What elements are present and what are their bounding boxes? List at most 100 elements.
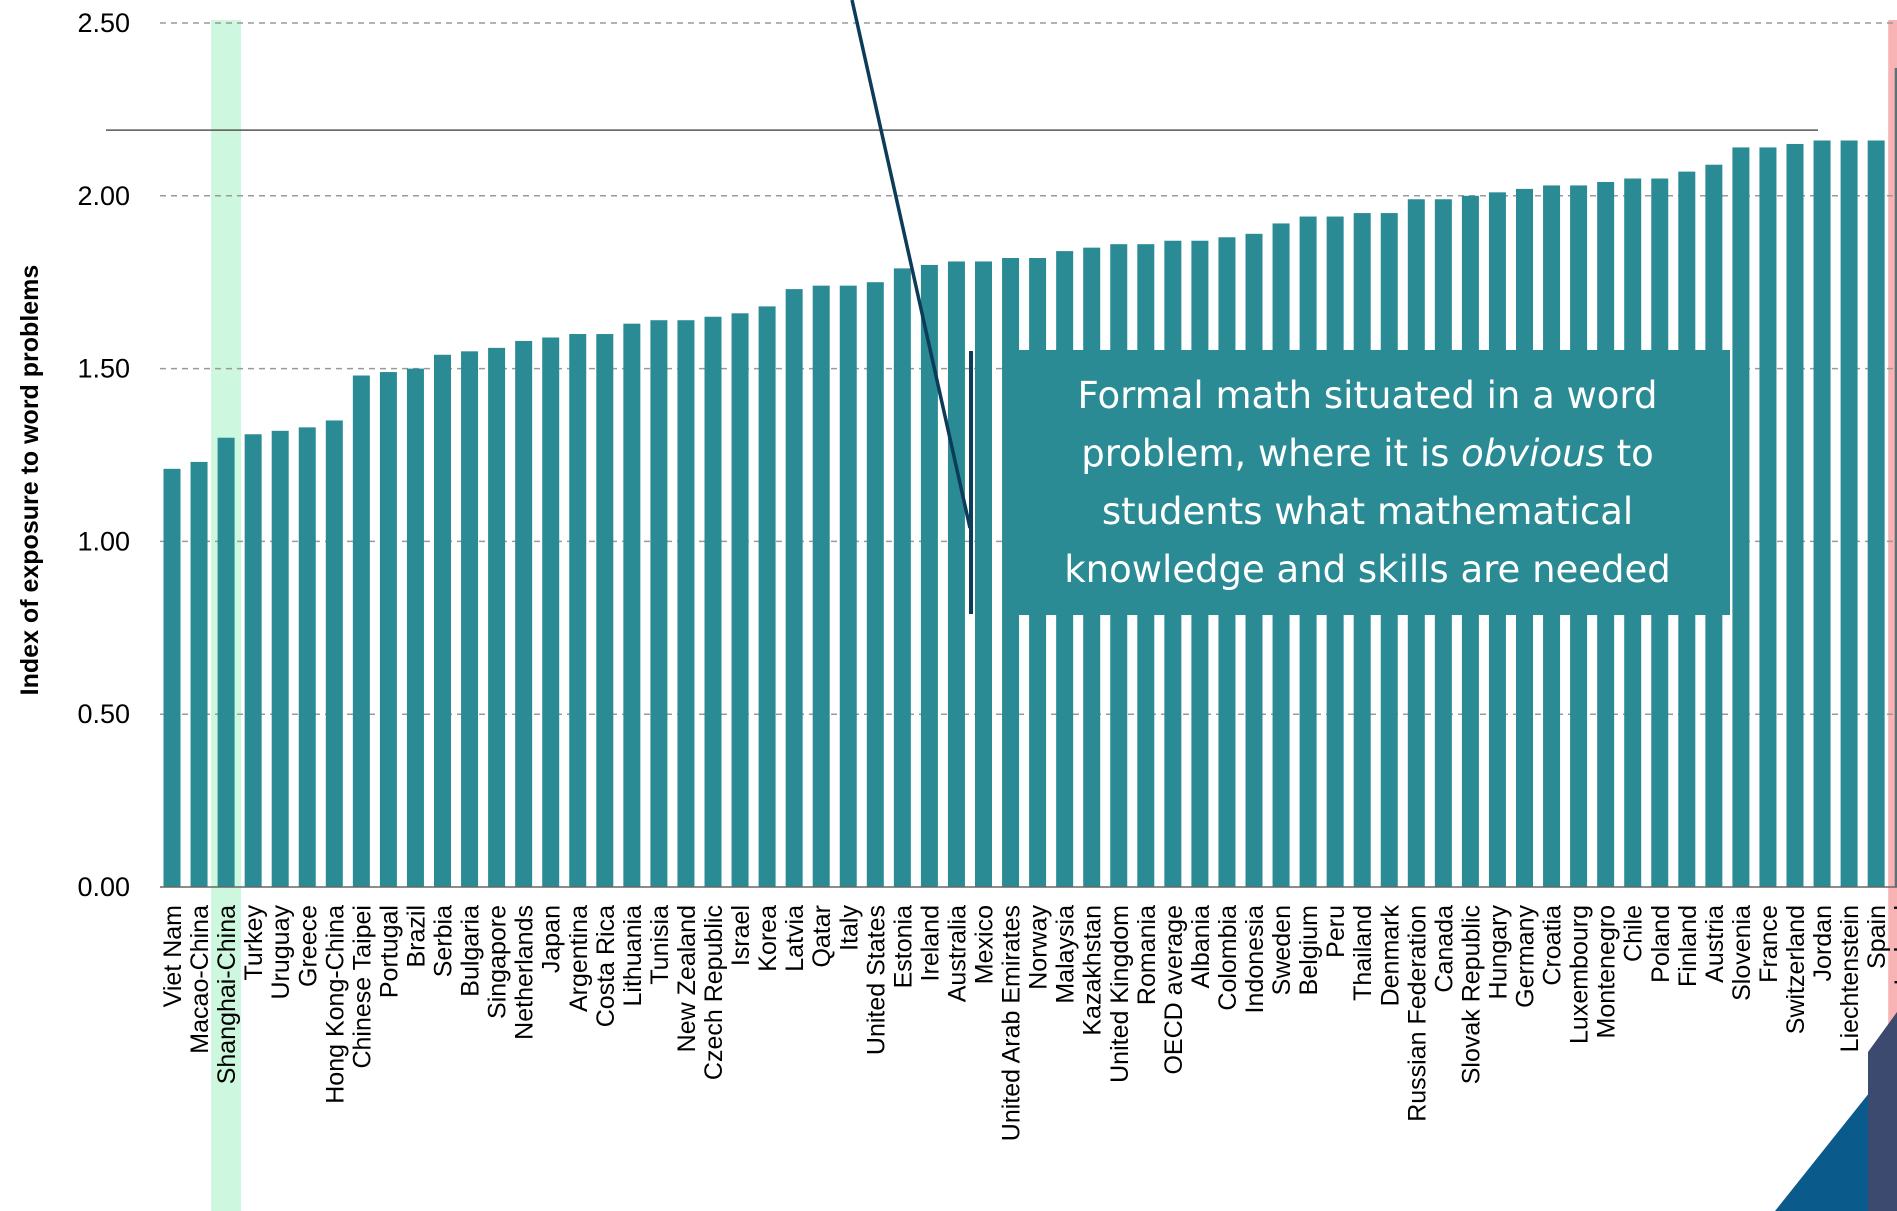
- y-tick-label: 2.00: [77, 181, 130, 211]
- category-label: Switzerland: [1782, 905, 1810, 1034]
- category-label: France: [1755, 905, 1783, 983]
- bar: [812, 285, 830, 887]
- category-label: United States: [862, 905, 890, 1055]
- category-label: Israel: [727, 905, 755, 966]
- category-label: Peru: [1322, 905, 1350, 958]
- category-label: Korea: [754, 905, 782, 972]
- callout-emphasis: obvious: [1461, 431, 1605, 475]
- callout-line-4: knowledge and skills are needed: [1064, 547, 1671, 591]
- category-label: Qatar: [808, 905, 836, 968]
- bar: [596, 334, 614, 887]
- category-label: Slovenia: [1728, 905, 1756, 1001]
- category-label: Russian Federation: [1403, 905, 1431, 1122]
- category-label: Viet Nam: [159, 905, 187, 1007]
- bar: [488, 347, 506, 887]
- bar: [758, 306, 776, 888]
- bar: [623, 323, 641, 887]
- category-label: Hungary: [1484, 905, 1512, 1000]
- bar: [1894, 67, 1897, 888]
- category-label: Denmark: [1376, 905, 1404, 1007]
- bar: [244, 434, 262, 887]
- bar: [893, 268, 911, 888]
- category-label: Romania: [1133, 905, 1161, 1005]
- category-label: Norway: [1025, 905, 1053, 990]
- category-label: Croatia: [1539, 905, 1567, 986]
- category-label: Jordan: [1809, 905, 1837, 981]
- category-label: Macao-China: [186, 905, 214, 1054]
- bar: [406, 368, 424, 888]
- category-label: Czech Republic: [700, 905, 728, 1080]
- category-label: Japan: [538, 905, 566, 973]
- category-label: Lithuania: [619, 905, 647, 1007]
- category-label: Spain: [1863, 905, 1891, 969]
- category-label: United Arab Emirates: [998, 905, 1026, 1141]
- category-label: Colombia: [1214, 905, 1242, 1011]
- y-tick-label: 1.50: [77, 354, 130, 384]
- category-label: Liechtenstein: [1836, 905, 1864, 1052]
- category-label: Malaysia: [1052, 905, 1080, 1004]
- bar: [731, 313, 749, 888]
- bar: [163, 468, 181, 887]
- category-label: New Zealand: [673, 905, 701, 1052]
- y-tick-label: 1.00: [77, 526, 130, 556]
- bar: [461, 351, 479, 887]
- category-label: Singapore: [484, 905, 512, 1019]
- bar: [785, 289, 803, 887]
- category-label: Turkey: [240, 905, 268, 981]
- callout-line-2-end: to: [1604, 431, 1654, 475]
- category-label: Estonia: [889, 905, 917, 988]
- category-label: Chinese Taipei: [348, 905, 376, 1069]
- corner-decoration: [1775, 1058, 1897, 1211]
- callout-line-1: Formal math situated in a word: [1077, 373, 1658, 417]
- category-label: Tunisia: [646, 905, 674, 985]
- category-label: Austria: [1701, 905, 1729, 983]
- category-label: Portugal: [375, 905, 403, 998]
- y-tick-label: 0.00: [77, 872, 130, 902]
- category-label: Serbia: [430, 905, 458, 977]
- y-tick-label: 0.50: [77, 699, 130, 729]
- bar: [866, 282, 884, 887]
- category-label: Luxembourg: [1566, 905, 1594, 1044]
- bar: [1867, 140, 1885, 887]
- category-label: Argentina: [565, 905, 593, 1012]
- bar: [434, 354, 451, 887]
- category-label: Sweden: [1268, 905, 1296, 995]
- category-label: Slovak Republic: [1457, 905, 1485, 1084]
- bar: [1786, 143, 1804, 887]
- bar: [839, 285, 857, 887]
- highlight-column-iceland: [1888, 20, 1897, 1211]
- annotation-pointer-line: [850, 0, 972, 529]
- bar: [975, 261, 992, 887]
- category-label: Uruguay: [267, 905, 295, 1000]
- category-label: OECD average: [1160, 905, 1188, 1075]
- category-label: Costa Rica: [592, 905, 620, 1027]
- category-label: United Kingdom: [1106, 905, 1134, 1083]
- y-tick-label: 2.50: [77, 8, 130, 38]
- category-label: Germany: [1512, 905, 1540, 1008]
- category-label: Bulgaria: [457, 905, 485, 997]
- y-axis-label: Index of exposure to word problems: [16, 265, 44, 696]
- bar: [1840, 140, 1858, 887]
- bar: [947, 261, 965, 887]
- category-label: Netherlands: [511, 905, 539, 1040]
- bar: [325, 420, 343, 887]
- category-label: Mexico: [971, 905, 999, 984]
- category-label: Kazakhstan: [1079, 905, 1107, 1036]
- category-label: Greece: [294, 905, 322, 987]
- bar: [379, 372, 397, 887]
- bar: [650, 320, 668, 887]
- bar: [515, 340, 533, 887]
- category-label: Chile: [1620, 905, 1648, 962]
- category-label: Brazil: [402, 905, 430, 968]
- corner-decoration-dark: [1868, 1012, 1897, 1211]
- bar: [569, 334, 587, 887]
- category-label: Indonesia: [1241, 905, 1269, 1014]
- bar: [920, 264, 938, 887]
- bar: [677, 320, 695, 887]
- category-label: Hong Kong-China: [321, 905, 349, 1104]
- category-label: Latvia: [781, 905, 809, 972]
- category-label: Montenegro: [1593, 905, 1621, 1038]
- category-label: Finland: [1674, 905, 1702, 987]
- bar: [190, 461, 208, 887]
